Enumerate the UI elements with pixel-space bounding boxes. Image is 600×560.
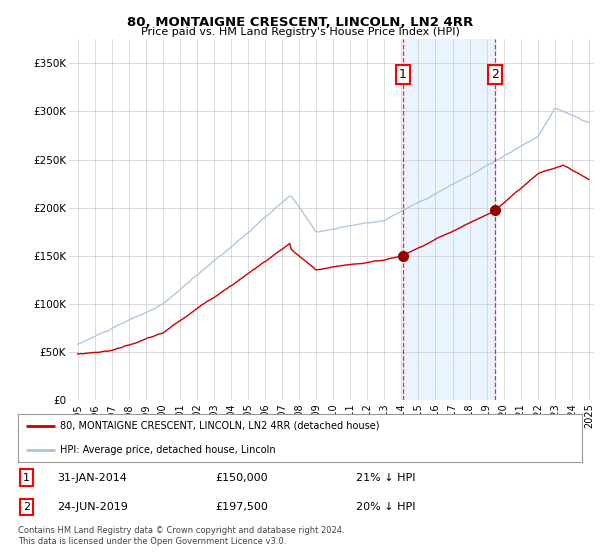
Text: 1: 1 bbox=[399, 68, 407, 81]
Text: HPI: Average price, detached house, Lincoln: HPI: Average price, detached house, Linc… bbox=[60, 445, 276, 455]
Text: 80, MONTAIGNE CRESCENT, LINCOLN, LN2 4RR: 80, MONTAIGNE CRESCENT, LINCOLN, LN2 4RR bbox=[127, 16, 473, 29]
Text: 21% ↓ HPI: 21% ↓ HPI bbox=[356, 473, 416, 483]
Text: 24-JUN-2019: 24-JUN-2019 bbox=[58, 502, 128, 512]
Text: £197,500: £197,500 bbox=[215, 502, 268, 512]
Text: 31-JAN-2014: 31-JAN-2014 bbox=[58, 473, 127, 483]
Text: £150,000: £150,000 bbox=[215, 473, 268, 483]
Text: Contains HM Land Registry data © Crown copyright and database right 2024.
This d: Contains HM Land Registry data © Crown c… bbox=[18, 526, 344, 546]
Text: 20% ↓ HPI: 20% ↓ HPI bbox=[356, 502, 416, 512]
Text: 1: 1 bbox=[23, 473, 30, 483]
Text: 2: 2 bbox=[23, 502, 30, 512]
Text: Price paid vs. HM Land Registry's House Price Index (HPI): Price paid vs. HM Land Registry's House … bbox=[140, 27, 460, 37]
Bar bbox=[403, 39, 495, 400]
Text: 80, MONTAIGNE CRESCENT, LINCOLN, LN2 4RR (detached house): 80, MONTAIGNE CRESCENT, LINCOLN, LN2 4RR… bbox=[60, 421, 380, 431]
Text: 2: 2 bbox=[491, 68, 499, 81]
